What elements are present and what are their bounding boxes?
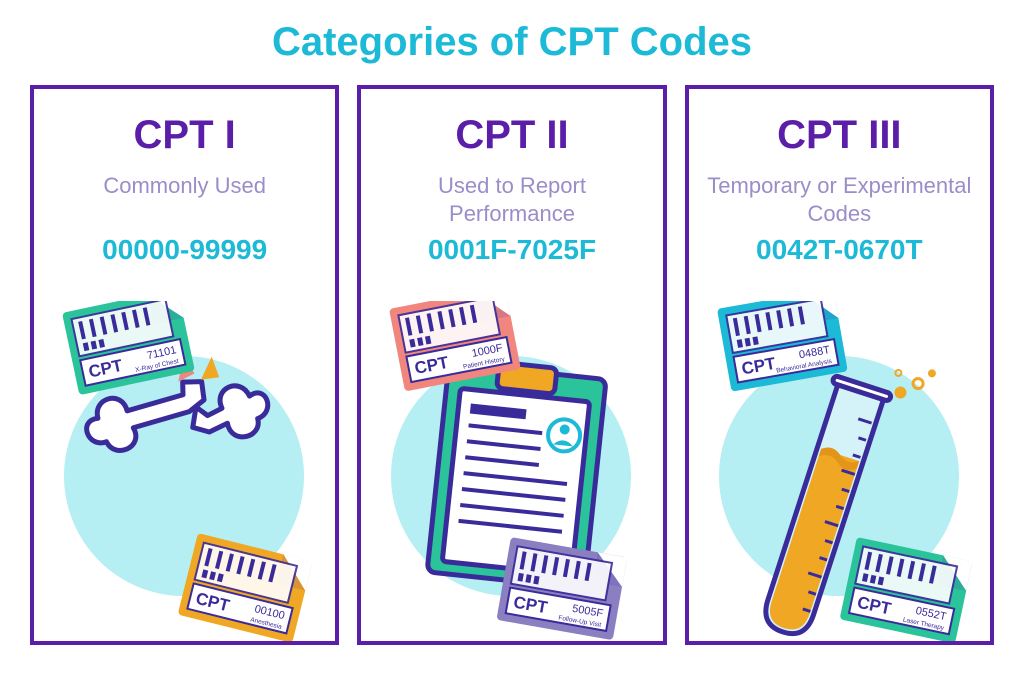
card-cpt-iii: CPT III Temporary or Experimental Codes … (685, 85, 994, 645)
card-subtitle: Used to Report Performance (377, 172, 646, 228)
page-title: Categories of CPT Codes (30, 20, 994, 65)
card-illustration: CPT 1000F Patient History CPT 5005F Foll… (361, 301, 662, 641)
card-subtitle: Commonly Used (50, 172, 319, 228)
card-cpt-ii: CPT II Used to Report Performance 0001F-… (357, 85, 666, 645)
card-illustration: CPT 71101 X-Ray of Chest CPT 00100 Anest… (34, 301, 335, 641)
card-cpt-i: CPT I Commonly Used 00000-99999 CPT 7110… (30, 85, 339, 645)
card-subtitle: Temporary or Experimental Codes (705, 172, 974, 228)
card-illustration: CPT 0488T Behavioral Analysis CPT 0552T … (689, 301, 990, 641)
card-heading: CPT I (50, 113, 319, 158)
card-heading: CPT II (377, 113, 646, 158)
card-range: 0001F-7025F (377, 234, 646, 266)
card-range: 00000-99999 (50, 234, 319, 266)
card-row: CPT I Commonly Used 00000-99999 CPT 7110… (30, 85, 994, 645)
card-heading: CPT III (705, 113, 974, 158)
card-range: 0042T-0670T (705, 234, 974, 266)
